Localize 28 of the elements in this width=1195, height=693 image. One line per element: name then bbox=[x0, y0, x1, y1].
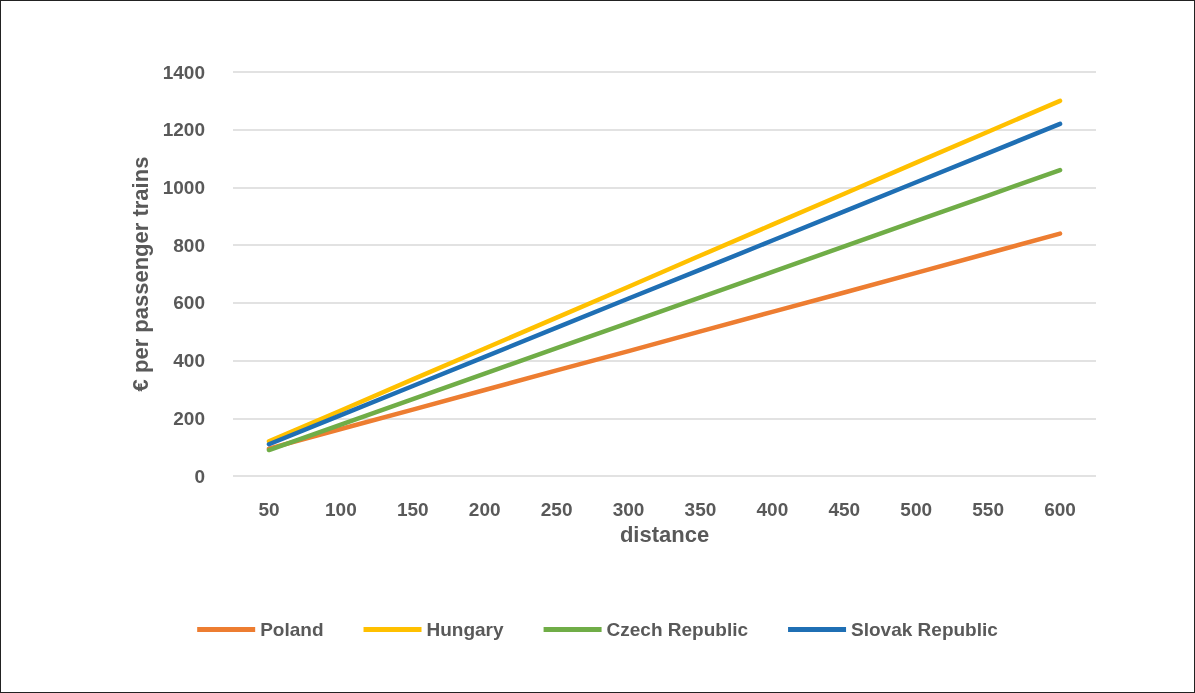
y-tick-label: 1200 bbox=[162, 119, 205, 141]
x-axis-title: distance bbox=[619, 522, 710, 548]
y-tick-label: 200 bbox=[173, 407, 205, 429]
x-tick-label: 500 bbox=[900, 499, 933, 520]
x-tick-label: 450 bbox=[828, 499, 861, 520]
x-tick-label: 350 bbox=[684, 499, 717, 520]
x-tick-label: 550 bbox=[972, 499, 1004, 520]
y-tick-label: 400 bbox=[173, 350, 205, 372]
line-series bbox=[266, 167, 1063, 453]
legend-label: Czech Republic bbox=[606, 619, 749, 640]
y-axis-title: € per passenger trains bbox=[127, 156, 153, 392]
x-tick-label: 150 bbox=[396, 499, 429, 520]
x-tick-label: 100 bbox=[325, 499, 357, 520]
x-tick-label: 250 bbox=[540, 499, 573, 520]
line-series bbox=[266, 231, 1063, 451]
legend-label: Poland bbox=[260, 619, 324, 640]
x-tick-label: 50 bbox=[258, 499, 280, 520]
y-tick-label: 1000 bbox=[162, 176, 205, 198]
legend-label: Slovak Republic bbox=[851, 619, 999, 640]
y-tick-label: 1400 bbox=[162, 61, 205, 83]
legend-label: Hungary bbox=[426, 619, 505, 640]
x-tick-label: 600 bbox=[1044, 499, 1076, 520]
x-tick-label: 400 bbox=[756, 499, 789, 520]
x-tick-label: 300 bbox=[612, 499, 645, 520]
x-tick-label: 200 bbox=[468, 499, 501, 520]
y-tick-label: 0 bbox=[194, 465, 205, 487]
y-tick-label: 600 bbox=[173, 292, 205, 314]
y-tick-label: 800 bbox=[173, 234, 205, 256]
